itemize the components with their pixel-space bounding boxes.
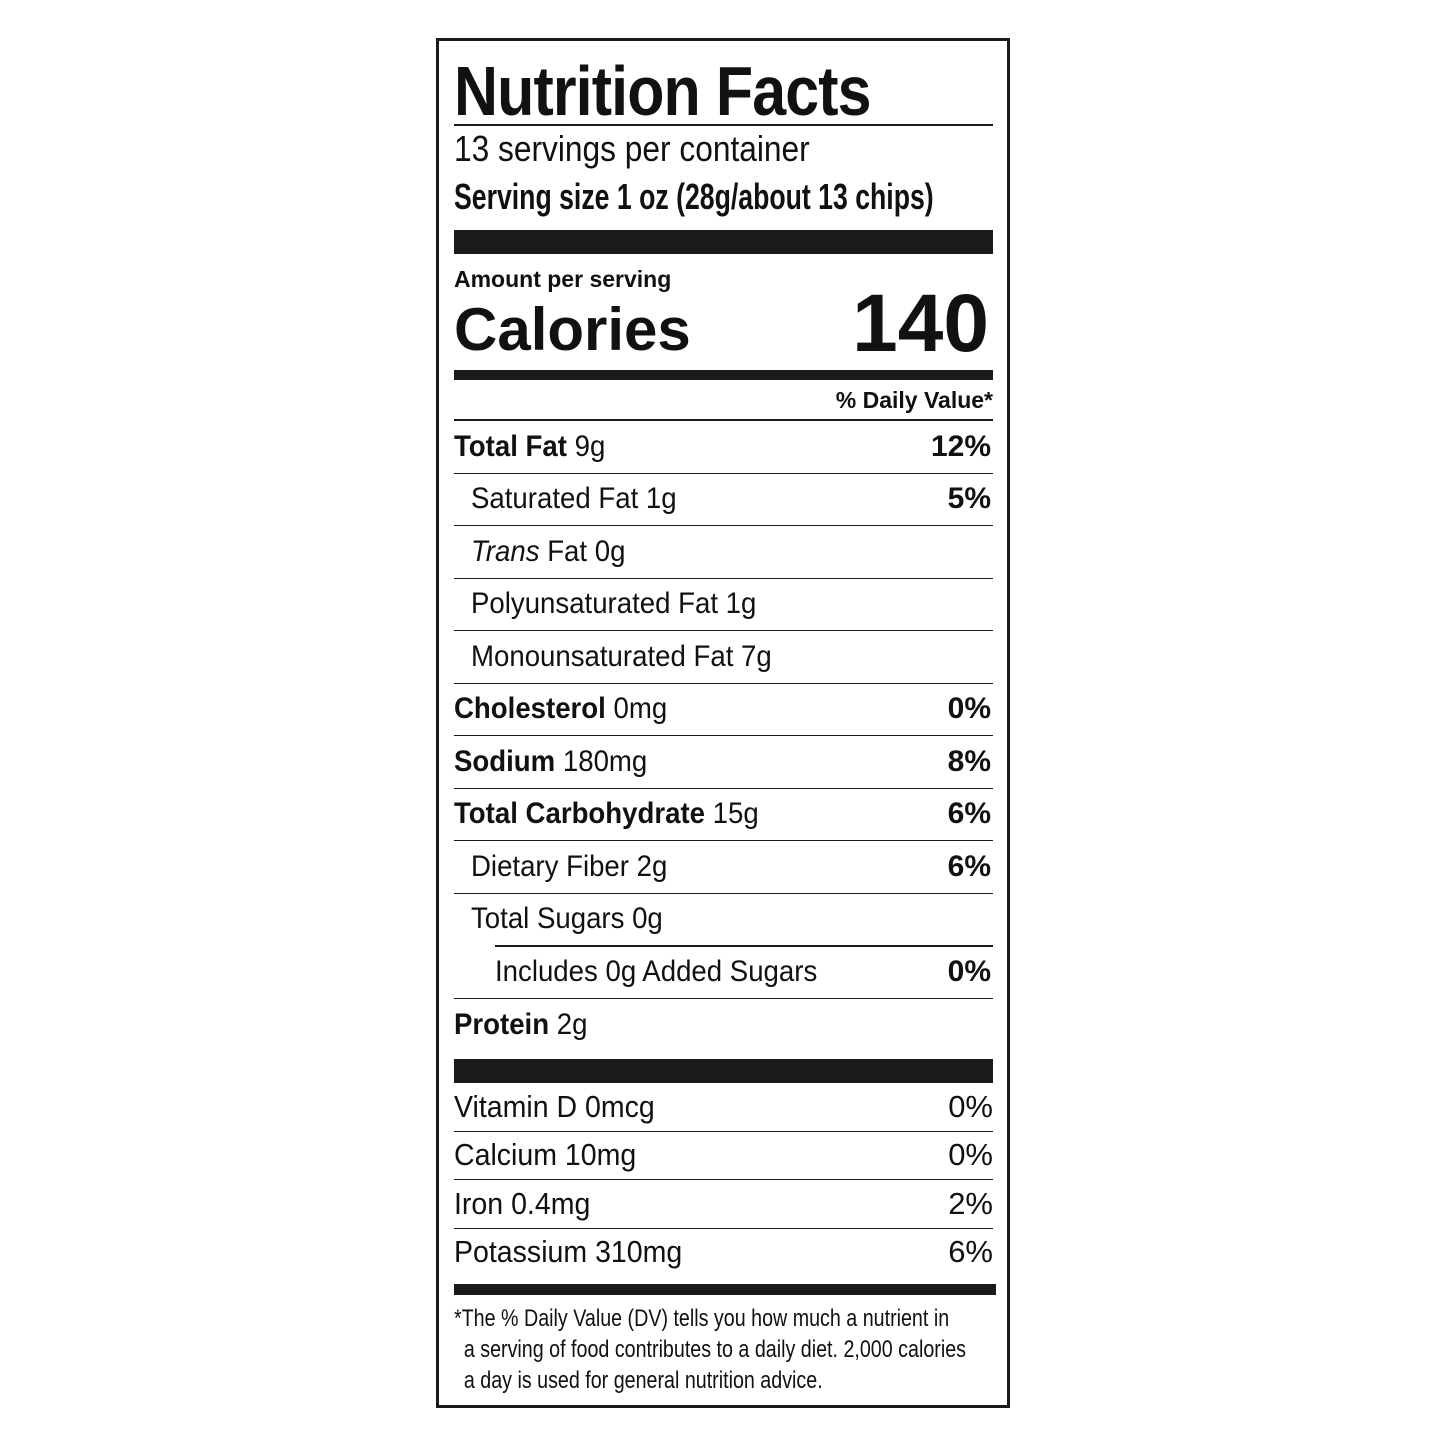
nutrient-name: Protein <box>454 1007 550 1041</box>
divider <box>454 124 993 126</box>
nutrient-row: Total Fat 9g 12% <box>454 421 993 474</box>
footnote-line: a day is used for general nutrition advi… <box>463 1367 823 1394</box>
vitamin-dv: 0% <box>948 1137 993 1173</box>
nutrient-row: Saturated Fat 1g 5% <box>454 474 993 526</box>
nutrient-row: Includes 0g Added Sugars 0% <box>454 947 993 1000</box>
nutrient-name: Includes 0g Added Sugars <box>495 955 818 989</box>
label-title: Nutrition Facts <box>454 52 872 130</box>
nutrient-name: Saturated Fat <box>471 482 639 516</box>
nutrient-name: Monounsaturated Fat 7g <box>471 639 772 673</box>
nutrient-amount: 9g <box>574 429 606 463</box>
nutrient-amount: Fat 0g <box>547 534 626 568</box>
nutrient-amount: 0mg <box>613 692 668 726</box>
thick-divider <box>454 230 993 254</box>
vitamin-dv: 2% <box>948 1185 993 1221</box>
nutrient-row: Total Carbohydrate 15g 6% <box>454 789 993 841</box>
medium-divider <box>454 1284 996 1295</box>
nutrient-name: Total Fat <box>454 429 567 463</box>
nutrient-amount: 15g <box>712 797 759 831</box>
vitamin-dv: 0% <box>948 1088 993 1124</box>
vitamin-row: Calcium 10mg 0% <box>454 1132 993 1180</box>
nutrient-row: Protein 2g <box>454 999 993 1051</box>
calories-value: 140 <box>852 278 989 369</box>
vitamin-name: Calcium 10mg <box>454 1137 637 1173</box>
vitamin-name: Iron 0.4mg <box>454 1185 591 1221</box>
nutrient-row: Polyunsaturated Fat 1g <box>454 579 993 631</box>
vitamin-dv: 6% <box>948 1234 993 1270</box>
divider <box>454 419 993 421</box>
nutrient-row: Dietary Fiber 2g 6% <box>454 841 993 894</box>
vitamin-row: Vitamin D 0mcg 0% <box>454 1083 993 1132</box>
nutrient-row: Monounsaturated Fat 7g <box>454 631 993 684</box>
footnote: *The % Daily Value (DV) tells you how mu… <box>454 1303 966 1396</box>
calories-label: Calories <box>454 296 691 363</box>
nutrient-name: Dietary Fiber 2g <box>471 849 668 883</box>
nutrient-amount: 180mg <box>562 744 648 778</box>
nutrition-facts-label: Nutrition Facts 13 servings per containe… <box>436 38 1010 1408</box>
nutrient-dv: 6% <box>947 797 991 831</box>
vitamin-name: Vitamin D 0mcg <box>454 1088 655 1124</box>
serving-size: Serving size 1 oz (28g/about 13 chips) <box>454 176 934 217</box>
vitamin-row: Iron 0.4mg 2% <box>454 1180 993 1229</box>
nutrient-name: Polyunsaturated Fat 1g <box>471 587 757 621</box>
nutrient-row: Cholesterol 0mg 0% <box>454 684 993 736</box>
footnote-line: a serving of food contributes to a daily… <box>463 1336 966 1363</box>
medium-divider <box>454 370 993 380</box>
nutrient-name: Trans <box>471 534 540 568</box>
nutrient-amount: 1g <box>645 482 677 516</box>
servings-per-container: 13 servings per container <box>454 128 810 169</box>
daily-value-header: % Daily Value* <box>835 387 993 413</box>
amount-per-serving: Amount per serving <box>454 266 672 292</box>
vitamin-row: Potassium 310mg 6% <box>454 1229 993 1277</box>
nutrient-row: Total Sugars 0g <box>454 894 993 946</box>
vitamin-name: Potassium 310mg <box>454 1234 683 1270</box>
divider <box>495 945 993 947</box>
nutrient-name: Sodium <box>454 744 556 778</box>
footnote-line: *The % Daily Value (DV) tells you how mu… <box>454 1305 950 1332</box>
thick-divider <box>454 1059 993 1083</box>
nutrient-dv: 8% <box>947 744 991 778</box>
nutrient-dv: 6% <box>947 849 991 883</box>
nutrient-name: Cholesterol <box>454 692 606 726</box>
nutrient-dv: 12% <box>930 429 991 463</box>
nutrient-amount: 2g <box>556 1007 588 1041</box>
nutrient-name: Total Sugars 0g <box>471 902 663 936</box>
nutrient-row: Sodium 180mg 8% <box>454 736 993 789</box>
nutrient-name: Total Carbohydrate <box>454 797 705 831</box>
nutrient-dv: 0% <box>947 955 991 989</box>
nutrient-row: Trans Fat 0g <box>454 526 993 579</box>
nutrient-dv: 5% <box>947 482 991 516</box>
nutrient-dv: 0% <box>947 692 991 726</box>
